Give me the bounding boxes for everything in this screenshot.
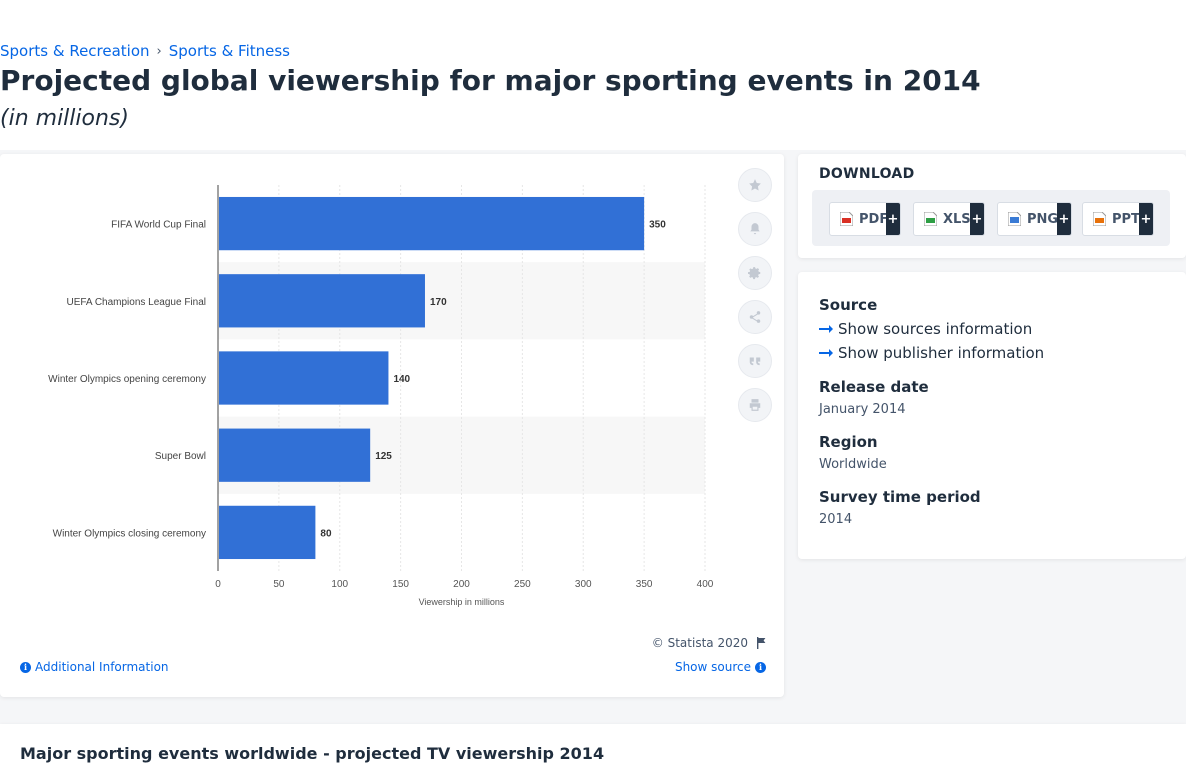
x-tick-label: 50 [273,579,285,590]
bell-icon [750,223,760,235]
survey-period-value: 2014 [819,512,853,527]
release-date-label: Release date [819,378,929,396]
xls-file-icon [924,212,937,226]
header-background [0,0,1186,150]
favorite-button[interactable] [738,168,772,202]
breadcrumb-link-sports-fitness[interactable]: Sports & Fitness [168,42,291,60]
breadcrumb-separator: › [156,43,162,59]
breadcrumb: Sports & Recreation › Sports & Fitness [0,42,290,60]
chart-toolbar [738,168,772,432]
info-icon: i [755,661,766,673]
plus-icon: + [1057,203,1071,235]
pdf-file-icon [840,212,853,226]
star-icon [749,179,761,191]
plus-icon: + [886,203,900,235]
category-label: UEFA Champions League Final [66,297,206,308]
x-tick-label: 0 [215,579,221,590]
show-sources-link[interactable]: Show sources information [819,320,1032,338]
quote-icon [749,357,761,366]
x-axis-title: Viewership in millions [419,597,505,607]
notification-button[interactable] [738,212,772,246]
settings-button[interactable] [738,256,772,290]
chart-card: 0 50 100 150 200 250 300 350 400 FIFA World Cup F… [0,154,784,697]
survey-period-label: Survey time period [819,488,981,506]
arrow-right-icon [819,349,833,357]
additional-information-link[interactable]: i Additional Information [20,660,169,674]
x-tick-label: 150 [392,579,409,590]
x-tick-label: 300 [575,579,592,590]
x-tick-label: 200 [453,579,470,590]
region-label: Region [819,433,878,451]
release-date-value: January 2014 [819,402,906,417]
data-label: 170 [430,297,447,308]
data-label: 350 [649,220,666,231]
download-xls-label: XLS [943,211,971,227]
statistic-details-card: Source Show sources information Show pub… [798,272,1186,559]
plus-icon: + [1139,203,1153,235]
page-subtitle: (in millions) [0,106,129,131]
show-sources-label: Show sources information [838,320,1033,338]
info-icon: i [20,661,31,673]
category-label: Winter Olympics closing ceremony [53,528,206,539]
show-source-link[interactable]: Show source i [675,660,766,674]
download-ppt-label: PPT [1112,211,1140,227]
download-heading: DOWNLOAD [819,166,915,182]
show-publisher-label: Show publisher information [838,344,1045,362]
bar [219,196,645,251]
print-button[interactable] [738,388,772,422]
download-buttons: PDF + XLS + PNG + PPT + [812,190,1170,246]
breadcrumb-link-sports-recreation[interactable]: Sports & Recreation [0,42,150,60]
flag-icon[interactable] [756,637,766,649]
data-label: 125 [375,451,392,462]
description-title: Major sporting events worldwide - projec… [20,744,605,763]
data-label: 140 [393,374,410,385]
x-tick-label: 250 [514,579,531,590]
bar [219,428,371,482]
bar [219,274,425,328]
data-label: 80 [320,528,332,539]
category-label: FIFA World Cup Final [111,220,206,231]
show-source-label: Show source [674,660,751,674]
download-pdf-button[interactable]: PDF + [829,202,901,236]
share-icon [749,311,761,323]
download-pdf-label: PDF [859,211,889,227]
copyright-text: © Statista 2020 [651,636,748,650]
download-xls-button[interactable]: XLS + [913,202,985,236]
plus-icon: + [970,203,984,235]
download-png-label: PNG [1027,211,1059,227]
arrow-right-icon [819,325,833,333]
region-value: Worldwide [819,457,887,472]
bar [219,351,389,405]
copyright: © Statista 2020 [652,636,766,650]
ppt-file-icon [1093,212,1106,226]
x-tick-label: 400 [697,579,714,590]
source-label: Source [819,296,878,314]
x-tick-label: 100 [331,579,348,590]
gear-icon [748,267,761,280]
additional-information-label: Additional Information [35,660,169,674]
bar [219,505,316,560]
page-title: Projected global viewership for major sp… [0,64,981,97]
bar-chart: 0 50 100 150 200 250 300 350 400 FIFA World Cup F… [48,185,714,607]
download-ppt-button[interactable]: PPT + [1082,202,1154,236]
cite-button[interactable] [738,344,772,378]
x-tick-label: 350 [636,579,653,590]
share-button[interactable] [738,300,772,334]
category-label: Super Bowl [155,451,206,462]
description-card: Major sporting events worldwide - projec… [0,724,1186,784]
png-file-icon [1008,212,1021,226]
show-publisher-link[interactable]: Show publisher information [819,344,1044,362]
download-png-button[interactable]: PNG + [997,202,1072,236]
download-card: DOWNLOAD PDF + XLS + PNG + PPT + [798,154,1186,258]
print-icon [749,399,761,411]
category-label: Winter Olympics opening ceremony [48,374,206,385]
